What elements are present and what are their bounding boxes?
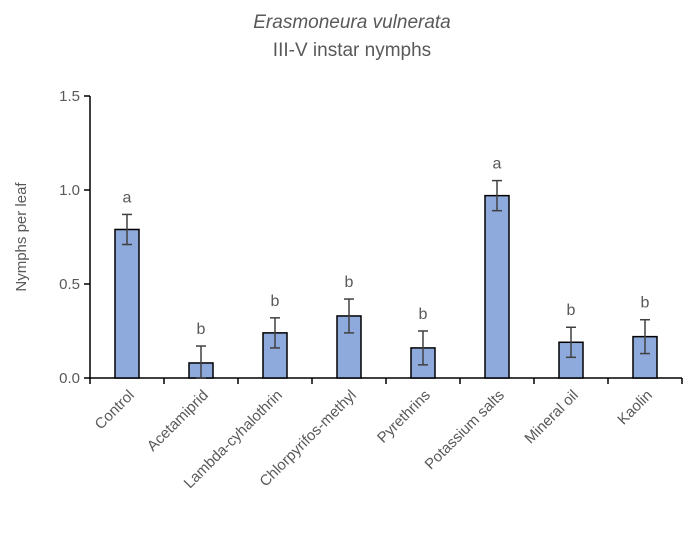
y-axis-ticks: 0.0 0.5 1.0 1.5 — [59, 88, 90, 387]
significance-letter: b — [641, 295, 650, 312]
x-tick-label: Potassium salts — [422, 387, 508, 473]
significance-letter: b — [567, 302, 576, 319]
x-tick-label: Control — [92, 387, 138, 433]
significance-letter: a — [493, 156, 502, 173]
error-bars — [122, 179, 650, 379]
significance-letter: b — [419, 306, 428, 323]
bar — [484, 194, 510, 379]
y-axis-title: Nymphs per leaf — [13, 182, 30, 292]
y-tick-label: 1.0 — [59, 182, 80, 199]
significance-letter: b — [271, 293, 280, 310]
x-tick-label: Mineral oil — [521, 387, 581, 447]
category-labels: Control AcetamipridLambda-cyhalothrinChlo… — [92, 387, 656, 492]
x-tick-label: Acetamiprid — [144, 387, 212, 455]
x-tick-label: Kaolin — [614, 387, 656, 429]
x-tick-label: Pyrethrins — [374, 387, 434, 447]
chart-title: Erasmoneura vulnerata — [253, 12, 451, 33]
bar — [114, 228, 140, 379]
x-axis-ticks — [89, 378, 683, 384]
y-tick-label: 0.0 — [59, 370, 80, 387]
significance-labels: a b b b b a b b — [123, 156, 650, 338]
significance-letter: a — [123, 189, 132, 206]
y-tick-label: 0.5 — [59, 276, 80, 293]
significance-letter: b — [197, 321, 206, 338]
chart-subtitle: III-V instar nymphs — [273, 40, 431, 61]
y-tick-label: 1.5 — [59, 88, 80, 105]
significance-letter: b — [345, 274, 354, 291]
bars — [114, 194, 658, 379]
plot-area: 0.0 0.5 1.0 1.5 a b b b b a b b Control Acetamiprid… — [59, 88, 683, 492]
